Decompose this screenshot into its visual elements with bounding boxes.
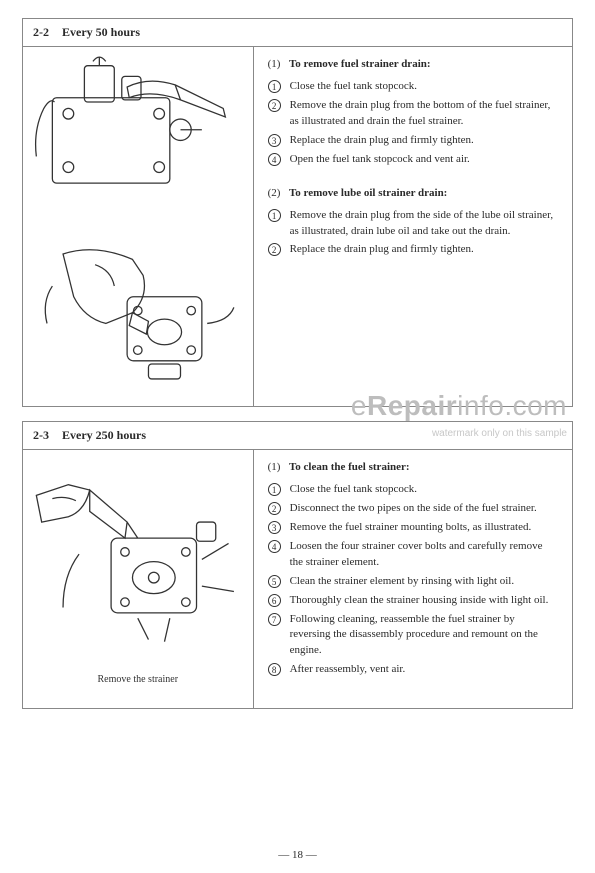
step: 1 Remove the drain plug from the side of … <box>268 208 558 240</box>
step: 4 Open the fuel tank stopcock and vent ai… <box>268 152 558 168</box>
step: 3 Replace the drain plug and firmly tight… <box>268 133 558 149</box>
page: 2-2 Every 50 hours <box>0 0 595 709</box>
step-number-icon: 2 <box>268 502 281 515</box>
step-number-icon: 3 <box>268 134 281 147</box>
subsection-number: (1) <box>268 58 281 70</box>
step-number-icon: 3 <box>268 521 281 534</box>
step: 4 Loosen the four strainer cover bolts an… <box>268 539 558 571</box>
section-body: Remove the strainer (1) To clean the fue… <box>23 450 572 708</box>
text-column: (1) To remove fuel strainer drain: 1 Clos… <box>254 47 572 406</box>
step-text: Loosen the four strainer cover bolts and… <box>290 540 543 568</box>
step-text: Close the fuel tank stopcock. <box>290 483 417 495</box>
subsection-number: (2) <box>268 187 281 199</box>
step-number-icon: 8 <box>268 663 281 676</box>
step-number-icon: 7 <box>268 613 281 626</box>
step: 1 Close the fuel tank stopcock. <box>268 79 558 95</box>
step-text: Remove the fuel strainer mounting bolts,… <box>290 521 532 533</box>
page-number: — 18 — <box>0 849 595 861</box>
step-number-icon: 1 <box>268 209 281 222</box>
step-list: 1 Close the fuel tank stopcock. 2 Remove t… <box>268 79 558 168</box>
step-list: 1 Close the fuel tank stopcock. 2 Disconne… <box>268 482 558 678</box>
step-list: 1 Remove the drain plug from the side of … <box>268 208 558 259</box>
illustration-lube-oil <box>31 238 245 398</box>
subsection-title: (2) To remove lube oil strainer drain: <box>268 186 558 202</box>
step-text: Disconnect the two pipes on the side of … <box>290 502 537 514</box>
sketch-engine-1 <box>31 55 245 226</box>
subsection-fuel-strainer-drain: (1) To remove fuel strainer drain: 1 Clos… <box>268 57 558 168</box>
sketch-engine-3 <box>31 458 245 672</box>
subsection-number: (1) <box>268 461 281 473</box>
step-text: After reassembly, vent air. <box>290 663 406 675</box>
step: 5 Clean the strainer element by rinsing w… <box>268 574 558 590</box>
step: 8 After reassembly, vent air. <box>268 662 558 678</box>
subsection-heading: To remove lube oil strainer drain: <box>289 187 447 199</box>
subsection-title: (1) To remove fuel strainer drain: <box>268 57 558 73</box>
step-number-icon: 2 <box>268 99 281 112</box>
step-text: Thoroughly clean the strainer housing in… <box>290 594 549 606</box>
text-column: (1) To clean the fuel strainer: 1 Close t… <box>254 450 572 708</box>
step-text: Remove the drain plug from the bottom of… <box>290 99 551 127</box>
step-number-icon: 4 <box>268 540 281 553</box>
step: 1 Close the fuel tank stopcock. <box>268 482 558 498</box>
subsection-title: (1) To clean the fuel strainer: <box>268 460 558 476</box>
step: 2 Replace the drain plug and firmly tight… <box>268 242 558 258</box>
step-text: Following cleaning, reassemble the fuel … <box>290 613 538 657</box>
step-number-icon: 6 <box>268 594 281 607</box>
sketch-engine-2 <box>31 238 245 398</box>
illustration-fuel-strainer <box>31 55 245 226</box>
step: 7 Following cleaning, reassemble the fuel… <box>268 612 558 660</box>
step-number-icon: 4 <box>268 153 281 166</box>
section-number: 2-2 <box>33 25 49 39</box>
section-header: 2-2 Every 50 hours <box>23 19 572 47</box>
step: 2 Disconnect the two pipes on the side of… <box>268 501 558 517</box>
step-number-icon: 5 <box>268 575 281 588</box>
section-2-3: 2-3 Every 250 hours <box>22 421 573 709</box>
section-2-2: 2-2 Every 50 hours <box>22 18 573 407</box>
step: 2 Remove the drain plug from the bottom o… <box>268 98 558 130</box>
image-column: Remove the strainer <box>23 450 254 708</box>
step-text: Replace the drain plug and firmly tighte… <box>290 134 474 146</box>
subsection-heading: To remove fuel strainer drain: <box>289 58 431 70</box>
step-text: Clean the strainer element by rinsing wi… <box>290 575 515 587</box>
image-column <box>23 47 254 406</box>
step: 6 Thoroughly clean the strainer housing i… <box>268 593 558 609</box>
subsection-heading: To clean the fuel strainer: <box>289 461 410 473</box>
step-text: Open the fuel tank stopcock and vent air… <box>290 153 470 165</box>
subsection-lube-oil-drain: (2) To remove lube oil strainer drain: 1… <box>268 186 558 259</box>
step: 3 Remove the fuel strainer mounting bolts… <box>268 520 558 536</box>
section-number: 2-3 <box>33 428 49 442</box>
image-caption: Remove the strainer <box>98 674 179 685</box>
step-text: Replace the drain plug and firmly tighte… <box>290 243 474 255</box>
illustration-clean-strainer: Remove the strainer <box>31 458 245 685</box>
subsection-clean-fuel-strainer: (1) To clean the fuel strainer: 1 Close t… <box>268 460 558 678</box>
step-number-icon: 1 <box>268 483 281 496</box>
section-title: Every 50 hours <box>62 25 140 39</box>
section-body: (1) To remove fuel strainer drain: 1 Clos… <box>23 47 572 406</box>
section-header: 2-3 Every 250 hours <box>23 422 572 450</box>
step-text: Remove the drain plug from the side of t… <box>290 209 554 237</box>
step-number-icon: 2 <box>268 243 281 256</box>
section-title: Every 250 hours <box>62 428 146 442</box>
step-number-icon: 1 <box>268 80 281 93</box>
step-text: Close the fuel tank stopcock. <box>290 80 417 92</box>
